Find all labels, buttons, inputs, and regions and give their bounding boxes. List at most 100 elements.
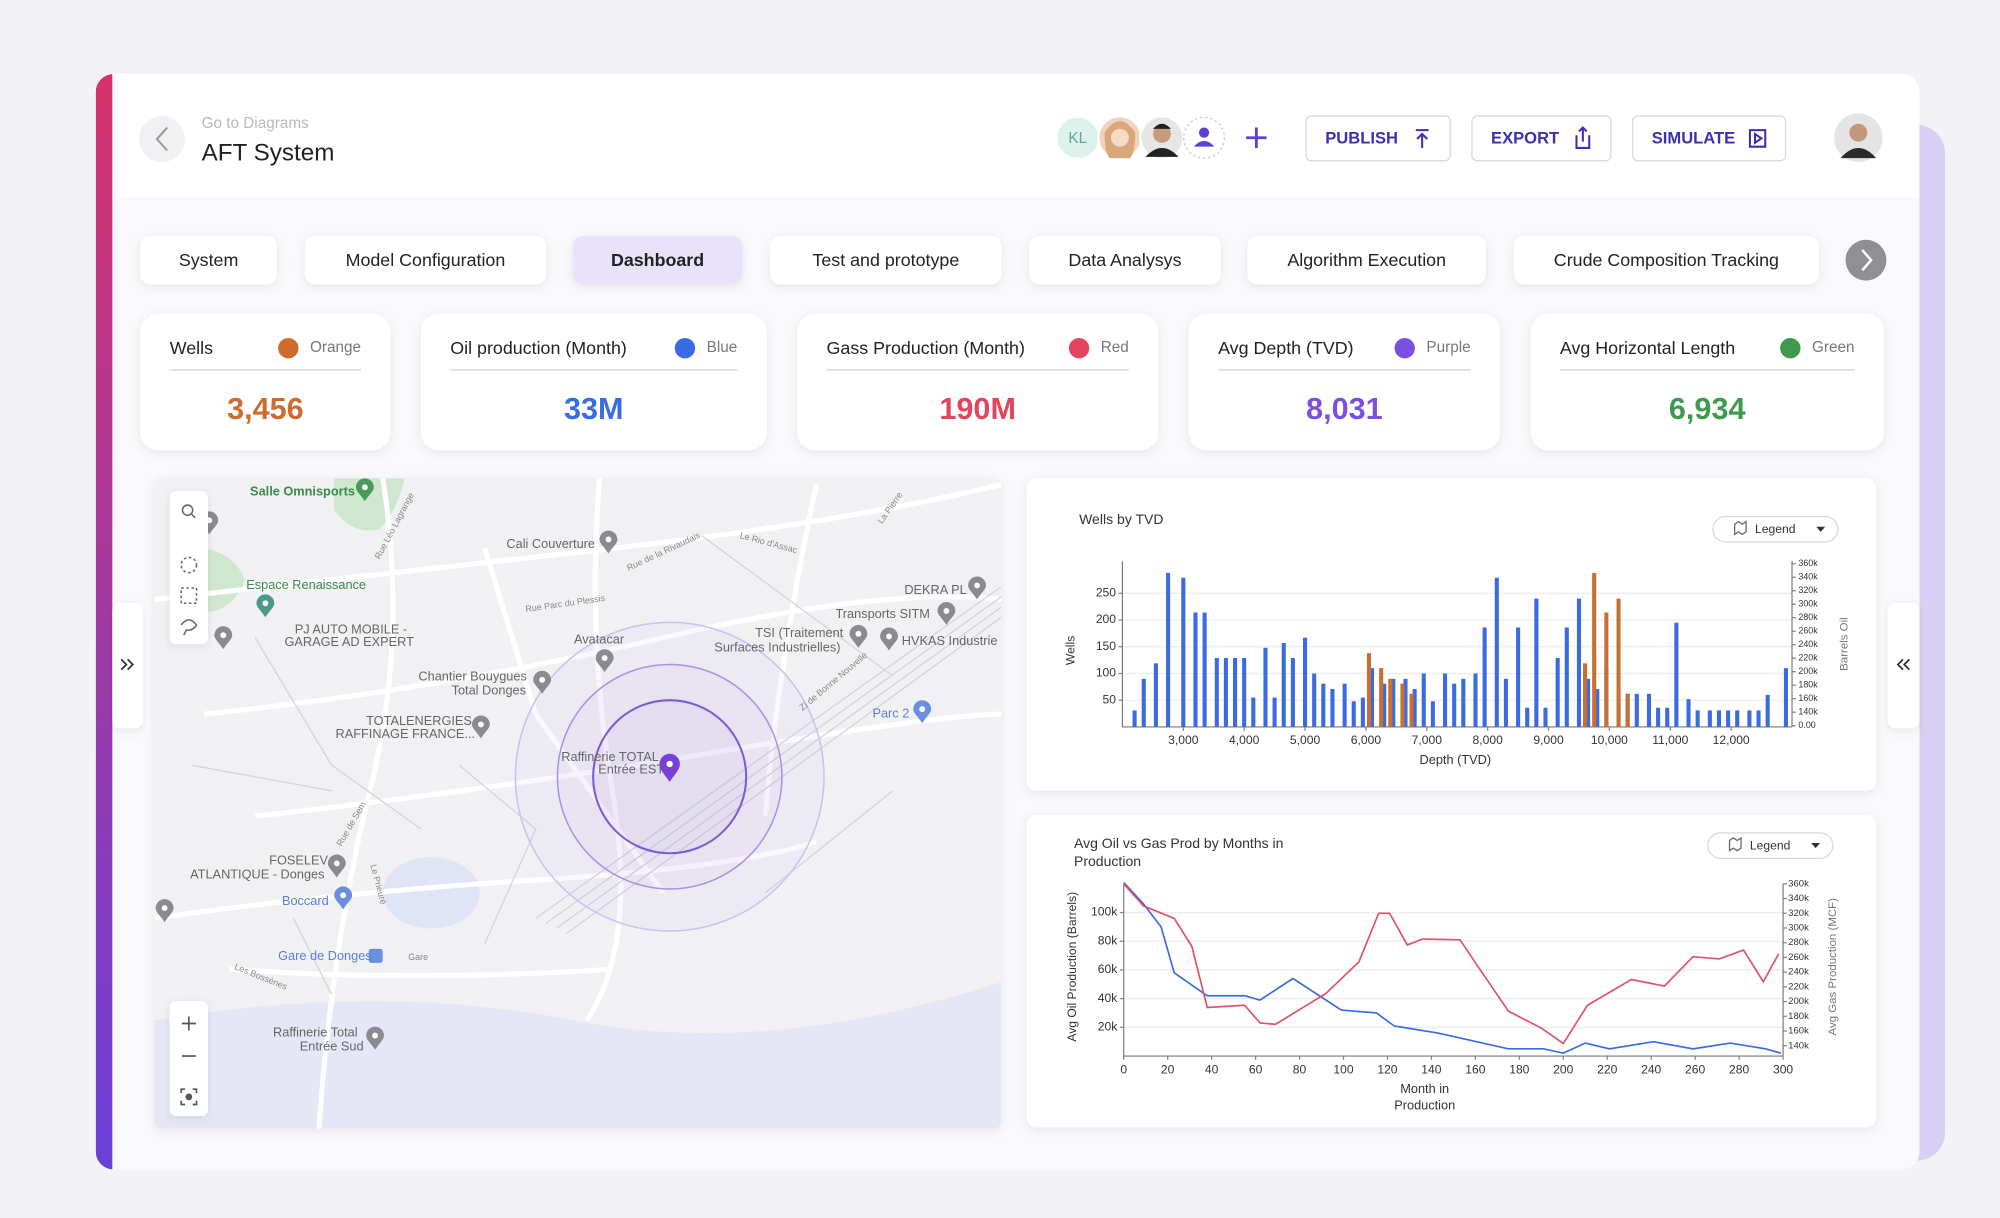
pin-dot	[539, 676, 546, 683]
back-button[interactable]	[139, 116, 186, 162]
x-tick-label: 9,000	[1533, 733, 1564, 747]
tab[interactable]	[572, 235, 743, 285]
add-icon[interactable]	[1246, 127, 1267, 148]
kpi-color-dot	[1780, 337, 1801, 359]
circle-tool[interactable]	[180, 556, 198, 574]
y-axis-label: Avg Oil Production (Barrels)	[1065, 892, 1079, 1042]
legend-caret	[1811, 843, 1821, 849]
legend-icon	[1728, 836, 1742, 852]
expand-icon	[120, 658, 134, 671]
place-label: Boccard	[282, 893, 329, 908]
tab[interactable]	[770, 235, 1002, 285]
header-button[interactable]	[1305, 115, 1451, 162]
pin-dot	[477, 721, 484, 728]
right-toggle[interactable]	[1887, 603, 1920, 729]
chart-panel	[1026, 478, 1877, 791]
avatar-add[interactable]	[1183, 116, 1226, 159]
tab[interactable]	[304, 235, 546, 285]
header-buttons: PUBLISH EXPORT SIMULATE	[1305, 115, 1787, 162]
y2-axis-label: Barrels Oil	[1838, 617, 1850, 671]
bar	[1716, 710, 1722, 727]
chart: Avg Oil vs Gas Prod by Months in Product…	[1026, 814, 1877, 1128]
y-tick-label: 150	[1096, 639, 1116, 653]
tab[interactable]	[1513, 235, 1819, 285]
y2-tick-label: 160k	[1798, 693, 1818, 703]
person-icon	[1198, 127, 1210, 138]
bar	[1604, 612, 1609, 727]
locate[interactable]	[180, 1088, 198, 1106]
map-toolbar	[169, 491, 208, 645]
tabs-next[interactable]	[1845, 239, 1887, 281]
tab-label: Data Analysys	[1068, 250, 1181, 270]
bar	[1388, 678, 1393, 727]
x-tick-label: 160	[1465, 1062, 1485, 1076]
legend-label: Legend	[1750, 838, 1790, 852]
kpi-card	[420, 313, 767, 451]
avatar-face	[1153, 124, 1171, 143]
bar	[1166, 572, 1171, 727]
x-tick-label: 300	[1773, 1062, 1793, 1076]
y2-tick-label: 160k	[1788, 1026, 1809, 1037]
lasso-tool[interactable]	[180, 619, 198, 636]
person-icon	[1193, 140, 1215, 147]
bar	[1360, 697, 1365, 727]
legend-icon	[1733, 520, 1747, 536]
bar	[1251, 697, 1256, 727]
pin-dot	[333, 860, 340, 867]
bar	[1735, 710, 1740, 727]
place-label: HVKAS Industrie	[902, 633, 998, 648]
bar	[1412, 689, 1417, 727]
pin-dot	[943, 607, 950, 614]
kpi-cards: Wells Orange 3,456 Oil production (Month) Bl…	[140, 313, 1884, 451]
kpi-color-name: Purple	[1426, 339, 1470, 356]
selected-pin[interactable]	[659, 753, 680, 782]
y2-tick-label: 320k	[1798, 585, 1818, 595]
pin-dot	[886, 633, 892, 640]
place-label: RAFFINAGE FRANCE...	[336, 726, 476, 741]
button-icon	[1415, 129, 1429, 148]
x-tick-label: 120	[1377, 1062, 1397, 1076]
bar	[1583, 663, 1588, 727]
place-label: Transports SITM	[835, 606, 929, 621]
y2-tick-label: 360k	[1798, 558, 1818, 568]
lake	[382, 857, 480, 929]
y-tick-label: 20k	[1098, 1020, 1118, 1034]
bar	[1534, 598, 1539, 727]
bar	[1421, 673, 1426, 727]
place-label: Parc 2	[872, 706, 909, 721]
zoom-in[interactable]	[181, 1016, 196, 1031]
pin-dot	[666, 760, 673, 768]
bar	[1223, 657, 1228, 727]
map-panel[interactable]	[154, 478, 1002, 1129]
bar	[1503, 678, 1508, 727]
tabs: System Model Configuration Dashboard Test a…	[140, 235, 1819, 285]
bar	[1756, 710, 1761, 727]
bar	[1482, 627, 1487, 727]
y2-tick-label: 260k	[1788, 952, 1809, 963]
place-label: Entrée Sud	[300, 1038, 364, 1053]
header-button[interactable]	[1631, 115, 1787, 162]
tab[interactable]	[140, 235, 277, 285]
x-tick-label: 20	[1161, 1062, 1175, 1076]
kpi-color-name: Blue	[707, 339, 738, 356]
breadcrumb[interactable]: Go to Diagrams	[202, 115, 309, 132]
x-tick-label: 40	[1205, 1062, 1219, 1076]
tab[interactable]	[1247, 235, 1486, 285]
bar	[1351, 701, 1356, 727]
left-toggle[interactable]	[112, 603, 143, 729]
tab-label: Test and prototype	[812, 250, 959, 270]
kpi-color-name: Green	[1812, 339, 1855, 356]
pin-dot	[855, 630, 862, 637]
header-button[interactable]	[1471, 115, 1612, 162]
chart-title: Wells by TVD	[1079, 512, 1164, 529]
bar	[1272, 697, 1277, 727]
kpi-color-dot	[674, 337, 696, 359]
bar	[1516, 627, 1521, 727]
search-tool[interactable]	[181, 504, 194, 517]
button-label: SIMULATE	[1652, 128, 1735, 147]
avatar-hair	[1153, 123, 1171, 129]
kpi-label: Avg Depth (TVD)	[1218, 338, 1354, 358]
tab[interactable]	[1029, 235, 1221, 285]
place-label: Salle Omnisports	[250, 484, 355, 499]
